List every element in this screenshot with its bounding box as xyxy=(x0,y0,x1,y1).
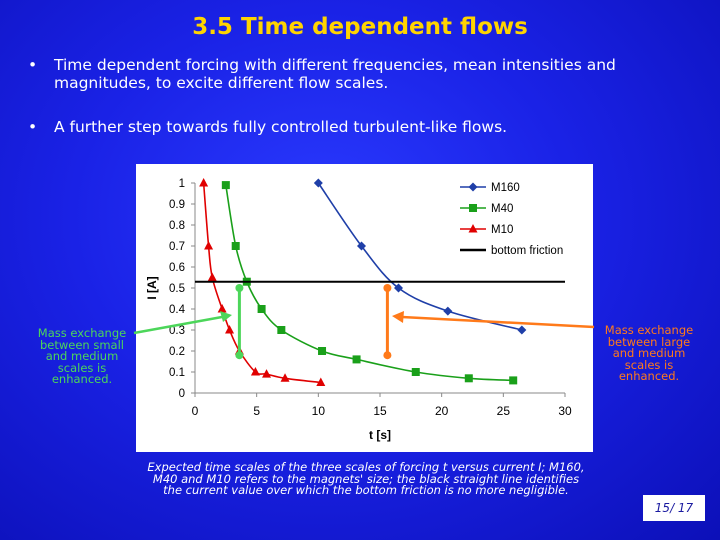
series-m10-point xyxy=(225,325,235,334)
series-m10-point xyxy=(217,304,227,313)
annotation-right: Mass exchange between large and medium s… xyxy=(594,323,704,383)
legend-marker-m160 xyxy=(468,182,478,192)
series-m40-point xyxy=(231,242,240,250)
bullet-item: • Time dependent forcing with different … xyxy=(28,56,700,92)
bullet-item: • A further step towards fully controlle… xyxy=(28,118,700,136)
series-m40-point xyxy=(277,326,286,334)
caption-line: M40 and M10 refers to the magnets' size;… xyxy=(152,471,580,486)
highlight-dot xyxy=(235,284,244,292)
chart-panel xyxy=(136,164,593,452)
legend-label-m10: M10 xyxy=(491,224,513,236)
y-tick-label: 0.2 xyxy=(169,346,185,358)
annotation-line: between large xyxy=(607,334,691,349)
annotation-line: enhanced. xyxy=(618,369,680,383)
series-m40-point xyxy=(509,376,518,385)
series-m10-line xyxy=(202,182,321,384)
annotation-line: scales is xyxy=(624,357,674,372)
legend-label-bottom-friction: bottom friction xyxy=(491,245,563,257)
legend-label-m40: M40 xyxy=(491,203,513,215)
annotation-left: Mass exchange between small and medium s… xyxy=(30,326,134,386)
figure-caption: Expected time scales of the three scales… xyxy=(132,460,600,497)
series-m10-point xyxy=(207,272,217,281)
annotation-arrow-right xyxy=(401,315,595,329)
series-m40-line xyxy=(225,184,514,382)
annotation-line: between small xyxy=(39,337,124,352)
series-m160-point xyxy=(357,241,366,251)
annotation-line: and medium xyxy=(612,346,686,360)
series-m40-point xyxy=(257,305,266,313)
series-m40-point xyxy=(411,368,420,376)
annotation-arrowhead-right xyxy=(392,311,404,323)
annotation-line: scales is xyxy=(57,360,107,375)
highlight-dot xyxy=(383,351,392,360)
bullet-dot: • xyxy=(28,56,38,74)
series-m10-point xyxy=(316,377,326,386)
x-tick-label: 30 xyxy=(558,404,572,418)
bullet-text: A further step towards fully controlled … xyxy=(54,118,508,136)
caption-line: the current value over which the bottom … xyxy=(163,483,569,497)
y-tick-label: 1 xyxy=(179,178,185,190)
annotation-line: and medium xyxy=(45,349,119,363)
bullet-dot: • xyxy=(28,118,38,136)
series-m10-point xyxy=(280,373,290,382)
page-number: 15/ 17 xyxy=(643,495,705,521)
annotation-arrow-left xyxy=(133,315,223,335)
series-m40-point xyxy=(221,181,230,190)
y-tick-label: 0.4 xyxy=(169,304,186,316)
series-m40-point xyxy=(352,355,361,364)
caption-line: Expected time scales of the three scales… xyxy=(147,460,585,474)
legend-marker-m10 xyxy=(468,224,478,233)
slide-title: 3.5 Time dependent flows xyxy=(192,14,528,40)
legend-marker-m40 xyxy=(469,204,477,212)
series-m10-point xyxy=(262,369,272,378)
x-tick-label: 0 xyxy=(192,404,199,418)
series-m40-point xyxy=(318,347,327,355)
series-m10-point xyxy=(204,241,214,250)
bullet-text: Time dependent forcing with different fr… xyxy=(54,56,616,92)
y-tick-label: 0.8 xyxy=(169,220,185,232)
series-m160-point xyxy=(313,178,323,188)
annotation-line: Mass exchange xyxy=(37,326,127,340)
x-tick-label: 5 xyxy=(253,404,260,418)
series-m10-point xyxy=(199,178,209,187)
y-axis-label: I [A] xyxy=(145,276,159,299)
y-tick-label: 0.6 xyxy=(169,262,185,274)
y-tick-label: 0.1 xyxy=(169,367,185,379)
x-tick-label: 10 xyxy=(312,404,326,418)
series-m40-point xyxy=(464,374,473,383)
legend-label-m160: M160 xyxy=(491,182,520,194)
annotation-arrowhead-left xyxy=(220,311,232,322)
y-tick-label: 0 xyxy=(179,388,185,400)
annotation-line: Mass exchange xyxy=(604,323,694,337)
x-axis-label: t [s] xyxy=(369,428,391,442)
y-tick-label: 0.3 xyxy=(169,325,185,337)
x-tick-label: 25 xyxy=(497,404,511,418)
highlight-dot xyxy=(383,284,392,292)
bullet-list: • Time dependent forcing with different … xyxy=(28,56,700,136)
x-tick-label: 15 xyxy=(373,404,387,418)
series-m10-point xyxy=(250,367,260,376)
y-tick-label: 0.9 xyxy=(169,199,185,211)
y-tick-label: 0.7 xyxy=(169,241,185,253)
series-m160-point xyxy=(517,325,527,335)
annotation-line: enhanced. xyxy=(51,372,113,386)
y-tick-label: 0.5 xyxy=(169,283,185,295)
x-tick-label: 20 xyxy=(435,404,449,418)
series-m160-point xyxy=(443,306,453,316)
highlight-dot xyxy=(235,351,244,360)
series-m160-point xyxy=(394,283,403,293)
